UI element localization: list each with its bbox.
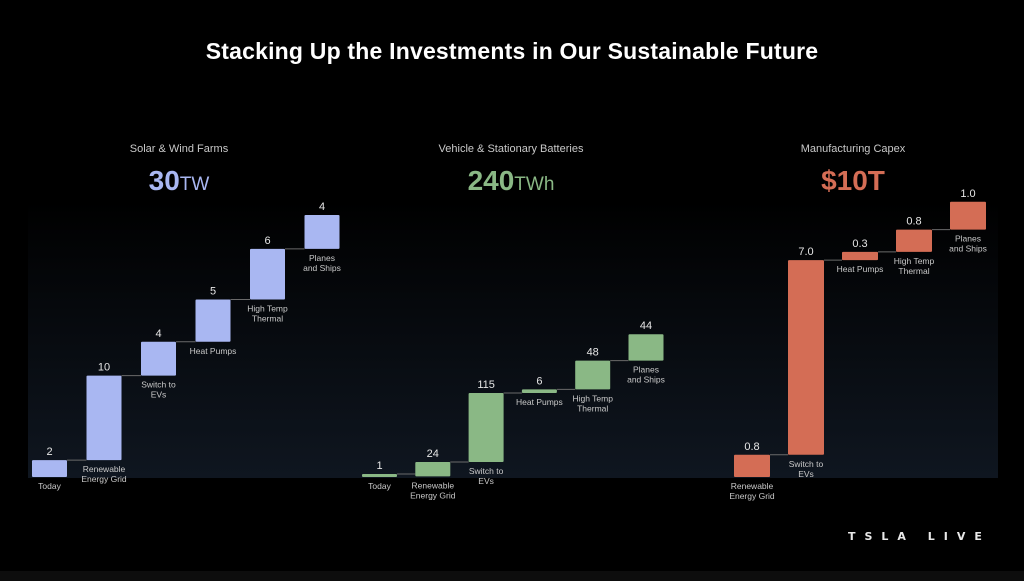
category-label: Heat Pumps xyxy=(516,397,563,407)
waterfall-bar xyxy=(468,393,504,462)
waterfall-bar xyxy=(788,260,824,455)
chart-total: 240TWh xyxy=(468,165,555,196)
data-label: 0.8 xyxy=(906,216,921,228)
chart-total: 30TW xyxy=(149,165,210,196)
category-label: Switch to EVs xyxy=(789,459,824,479)
category-label: Planes and Ships xyxy=(627,365,665,385)
chart-total-value: $10T xyxy=(821,165,885,196)
category-label: Today xyxy=(38,481,61,491)
data-label: 6 xyxy=(536,375,542,387)
data-label: 7.0 xyxy=(798,246,813,258)
chart-total-unit: TW xyxy=(180,174,210,195)
waterfall-bar xyxy=(250,248,285,300)
data-label: 115 xyxy=(477,379,495,391)
waterfall-bar xyxy=(628,334,664,361)
waterfall-bar xyxy=(521,389,557,393)
category-label: Heat Pumps xyxy=(837,264,884,274)
chart-subtitle: Vehicle & Stationary Batteries xyxy=(439,143,584,155)
waterfall-bar xyxy=(415,462,451,477)
waterfall-bar xyxy=(842,251,878,261)
tesla-live-logo: TSLA LIVE xyxy=(848,530,991,543)
waterfall-bar xyxy=(86,375,122,461)
category-label: Switch to EVs xyxy=(469,466,504,486)
category-label: High Temp Thermal xyxy=(572,393,613,413)
data-label: 1 xyxy=(376,460,382,472)
bottom-bar xyxy=(0,571,1024,581)
category-label: Planes and Ships xyxy=(303,253,341,273)
waterfall-bar xyxy=(362,474,397,477)
waterfall-bar xyxy=(304,215,340,249)
chart-total: $10T xyxy=(821,165,885,196)
waterfall-bar xyxy=(734,454,770,477)
chart-total-value: 30 xyxy=(149,165,180,196)
category-label: High Temp Thermal xyxy=(247,304,288,324)
waterfall-bar xyxy=(32,460,67,477)
data-label: 24 xyxy=(427,448,439,460)
waterfall-bar xyxy=(950,201,986,230)
chart-subtitle: Manufacturing Capex xyxy=(801,143,906,155)
chart-total-unit: TWh xyxy=(514,174,554,195)
category-label: Planes and Ships xyxy=(949,234,987,254)
data-label: 6 xyxy=(264,235,270,247)
page-title: Stacking Up the Investments in Our Susta… xyxy=(205,38,819,64)
data-label: 0.3 xyxy=(852,238,867,250)
waterfall-bar xyxy=(896,229,932,252)
waterfall-bar xyxy=(141,341,176,376)
category-label: Heat Pumps xyxy=(190,346,237,356)
data-label: 4 xyxy=(155,328,161,340)
category-label: Renewable Energy Grid xyxy=(410,480,456,500)
data-label: 4 xyxy=(319,201,325,213)
data-label: 5 xyxy=(210,286,216,298)
category-label: Today xyxy=(368,481,391,491)
chart-total-value: 240 xyxy=(468,165,515,196)
category-label: Renewable Energy Grid xyxy=(729,481,775,501)
data-label: 2 xyxy=(46,446,52,458)
category-label: Switch to EVs xyxy=(141,380,176,400)
data-label: 0.8 xyxy=(744,441,759,453)
waterfall-bar xyxy=(195,299,231,342)
data-label: 48 xyxy=(587,347,599,359)
data-label: 1.0 xyxy=(960,188,975,200)
category-label: Renewable Energy Grid xyxy=(81,464,127,484)
waterfall-bar xyxy=(575,360,611,390)
category-label: High Temp Thermal xyxy=(894,256,935,276)
chart-subtitle: Solar & Wind Farms xyxy=(130,143,229,155)
data-label: 44 xyxy=(640,320,652,332)
data-label: 10 xyxy=(98,362,110,374)
